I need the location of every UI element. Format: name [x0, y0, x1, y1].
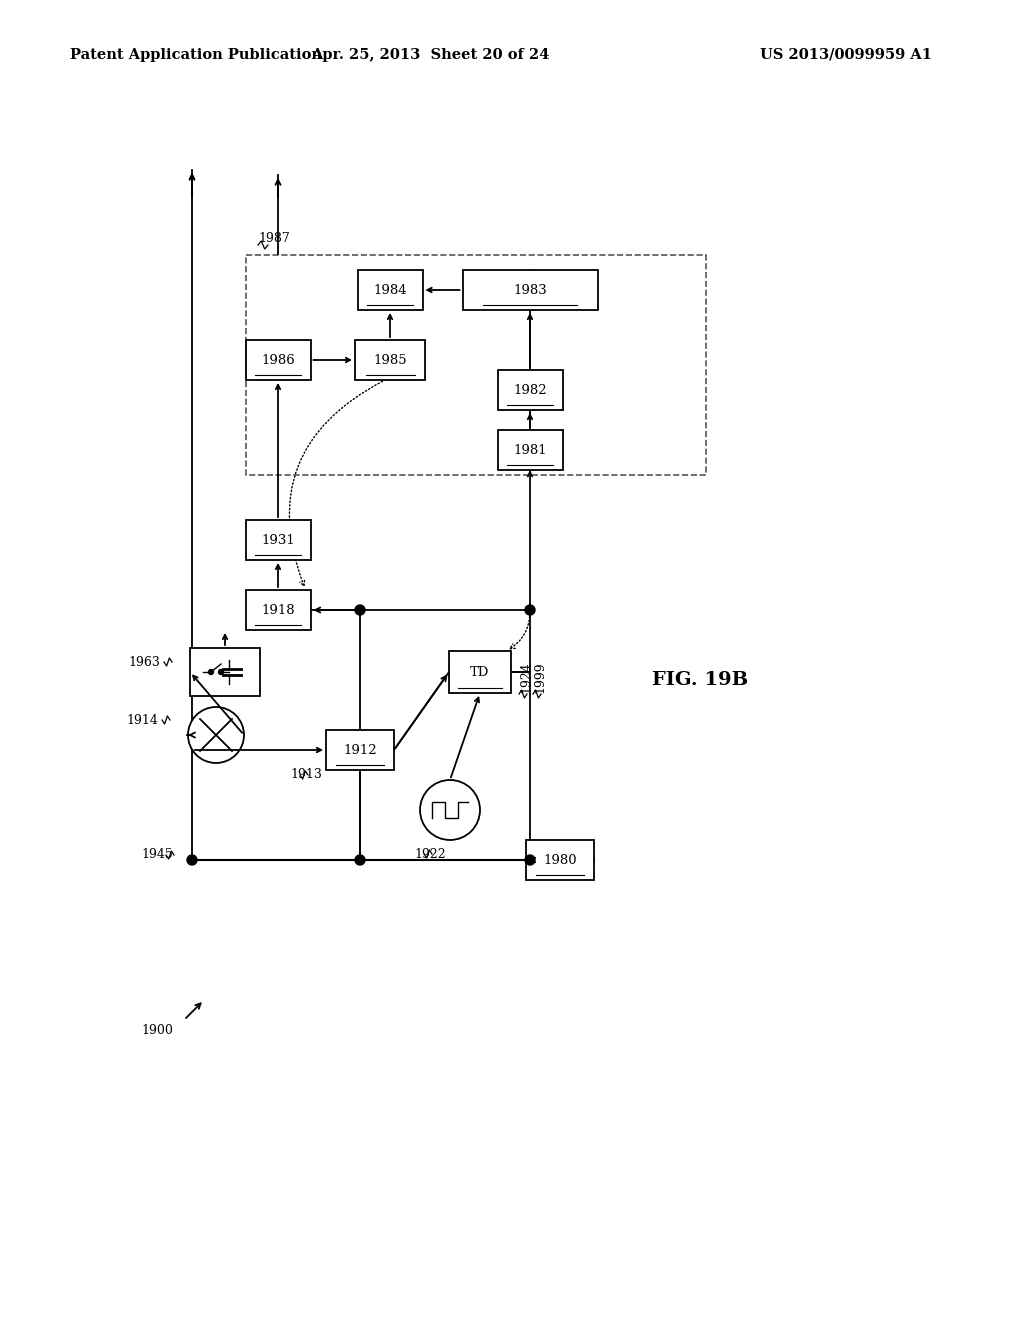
Text: 1981: 1981: [513, 444, 547, 457]
Bar: [190, 648, 260, 696]
Circle shape: [355, 605, 365, 615]
Bar: [498, 370, 562, 411]
Text: 1984: 1984: [373, 284, 407, 297]
Text: FIG. 19B: FIG. 19B: [652, 671, 749, 689]
Text: TD: TD: [470, 665, 489, 678]
Text: 1985: 1985: [373, 354, 407, 367]
FancyArrowPatch shape: [510, 612, 530, 649]
FancyArrowPatch shape: [382, 343, 393, 379]
Text: 1924: 1924: [519, 661, 532, 693]
Circle shape: [420, 780, 480, 840]
Text: 1918: 1918: [261, 603, 295, 616]
Text: 1983: 1983: [513, 284, 547, 297]
Bar: [449, 651, 511, 693]
Circle shape: [187, 855, 197, 865]
Circle shape: [188, 708, 244, 763]
Text: 1931: 1931: [261, 533, 295, 546]
Text: 1987: 1987: [258, 232, 290, 246]
Bar: [246, 341, 310, 380]
Text: US 2013/0099959 A1: US 2013/0099959 A1: [760, 48, 932, 62]
Text: 1999: 1999: [534, 661, 546, 693]
Bar: [463, 271, 597, 310]
Bar: [357, 271, 423, 310]
Text: 1963: 1963: [128, 656, 160, 668]
Bar: [246, 520, 310, 560]
Bar: [355, 341, 425, 380]
Circle shape: [355, 855, 365, 865]
Bar: [498, 430, 562, 470]
Circle shape: [218, 669, 223, 675]
Text: 1980: 1980: [543, 854, 577, 866]
Bar: [326, 730, 394, 770]
Text: 1900: 1900: [141, 1023, 173, 1036]
Circle shape: [525, 605, 535, 615]
Circle shape: [525, 855, 535, 865]
Circle shape: [209, 669, 213, 675]
Text: 1945: 1945: [141, 849, 173, 862]
Text: Patent Application Publication: Patent Application Publication: [70, 48, 322, 62]
Text: 1986: 1986: [261, 354, 295, 367]
Text: 1912: 1912: [343, 743, 377, 756]
Text: 1913: 1913: [290, 768, 322, 781]
Text: 1914: 1914: [126, 714, 158, 726]
FancyArrowPatch shape: [290, 381, 383, 586]
Text: Apr. 25, 2013  Sheet 20 of 24: Apr. 25, 2013 Sheet 20 of 24: [311, 48, 549, 62]
Bar: [526, 840, 594, 880]
Bar: [246, 590, 310, 630]
Text: 1922: 1922: [414, 847, 445, 861]
Bar: [246, 255, 706, 475]
Text: 1982: 1982: [513, 384, 547, 396]
